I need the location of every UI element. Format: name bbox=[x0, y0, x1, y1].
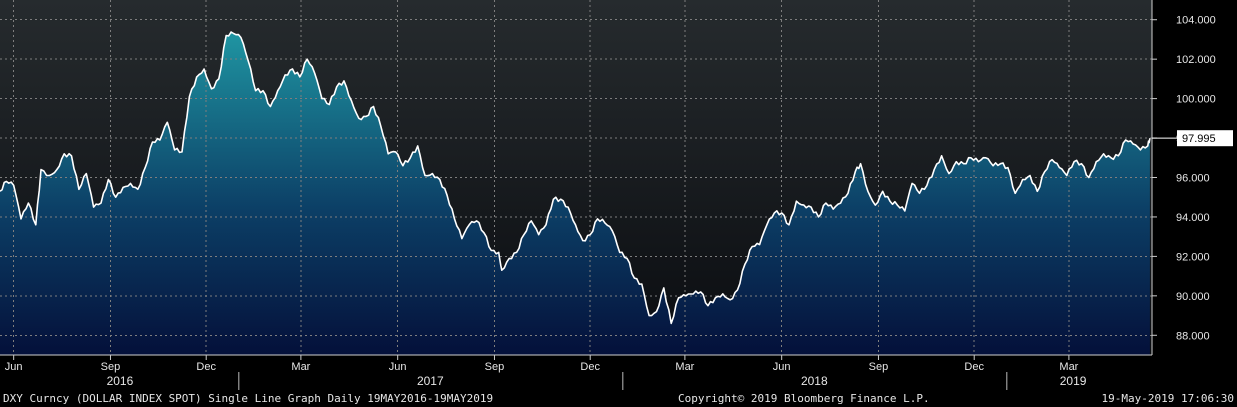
x-month-label: Sep bbox=[869, 361, 889, 373]
x-month-label: Sep bbox=[101, 361, 121, 373]
x-month-label: Jun bbox=[389, 361, 407, 373]
y-tick-label: 104.000 bbox=[1176, 15, 1216, 27]
grid-overlay bbox=[0, 0, 1152, 355]
y-tick-label: 102.000 bbox=[1176, 54, 1216, 66]
x-month-label: Mar bbox=[291, 361, 310, 373]
x-axis-band bbox=[0, 355, 1237, 390]
footer-copyright: Copyright© 2019 Bloomberg Finance L.P. bbox=[678, 392, 930, 405]
last-value-tag: 97.995 bbox=[1152, 130, 1233, 147]
x-year-label: 2017 bbox=[417, 374, 444, 388]
y-axis: 104.000102.000100.00098.00096.00094.0009… bbox=[1151, 0, 1216, 355]
area-fill bbox=[0, 32, 1150, 355]
x-month-label: Mar bbox=[675, 361, 694, 373]
x-month-label: Dec bbox=[196, 361, 216, 373]
x-axis: Jun Sep Dec Mar Jun Sep Dec Mar Jun Sep Dec Mar 2016… bbox=[0, 354, 1237, 390]
x-month-label: Sep bbox=[485, 361, 505, 373]
last-value-box bbox=[1177, 130, 1233, 147]
x-month-label: Jun bbox=[5, 361, 23, 373]
y-tick-label: 92.000 bbox=[1176, 251, 1210, 263]
y-tick-label: 100.000 bbox=[1176, 94, 1216, 106]
x-month-label: Dec bbox=[964, 361, 984, 373]
x-year-label: 2018 bbox=[801, 374, 828, 388]
x-year-label: 2019 bbox=[1060, 374, 1087, 388]
x-year-label: 2016 bbox=[107, 374, 134, 388]
x-month-label: Mar bbox=[1059, 361, 1078, 373]
dxy-series-line bbox=[0, 31, 1151, 325]
x-month-label: Dec bbox=[580, 361, 600, 373]
y-tick-label: 88.000 bbox=[1176, 330, 1210, 342]
y-tick-label: 96.000 bbox=[1176, 173, 1210, 185]
y-tick-label: 90.000 bbox=[1176, 291, 1210, 303]
footer: DXY Curncy (DOLLAR INDEX SPOT) Single Li… bbox=[3, 392, 1234, 405]
y-tick-label: 94.000 bbox=[1176, 212, 1210, 224]
footer-timestamp: 19-May-2019 17:06:30 bbox=[1102, 392, 1234, 405]
x-month-label: Jun bbox=[773, 361, 791, 373]
last-value-label: 97.995 bbox=[1182, 133, 1216, 145]
footer-description: DXY Curncy (DOLLAR INDEX SPOT) Single Li… bbox=[3, 392, 493, 405]
